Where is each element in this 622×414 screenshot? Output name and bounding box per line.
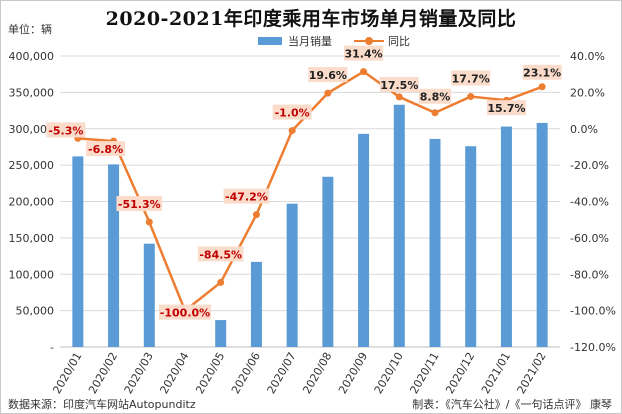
y-left-tick-label: - [50, 341, 54, 354]
data-label: -5.3% [48, 124, 83, 137]
y-right-tick-label: 20.0% [570, 86, 605, 99]
y-left-tick-label: 100,000 [9, 268, 55, 281]
legend: 当月销量 同比 [258, 33, 410, 49]
x-tick-label: 2021/02 [515, 350, 549, 396]
data-label-bg [86, 141, 126, 157]
data-label-bg [308, 67, 348, 83]
data-label-bg [418, 88, 452, 104]
bar [215, 320, 227, 347]
y-left-tick-label: 250,000 [9, 159, 55, 172]
x-tick-label: 2020/06 [229, 350, 263, 396]
bar [393, 104, 405, 348]
bar [429, 138, 441, 347]
data-label: 19.6% [309, 69, 347, 82]
x-tick-label: 2020/07 [265, 350, 299, 396]
data-label: 8.8% [420, 91, 451, 104]
data-label: 15.7% [487, 102, 525, 115]
unit-label: 单位：辆 [8, 23, 52, 36]
x-tick-label: 2020/12 [443, 350, 477, 396]
data-label: -84.5% [199, 248, 242, 261]
legend-bar-label: 当月销量 [288, 35, 332, 48]
y-left-tick-label: 400,000 [9, 50, 55, 63]
line-point [145, 218, 153, 226]
y-right-tick-label: -100.0% [570, 305, 616, 318]
data-label-bg [272, 104, 312, 120]
data-label: 17.7% [452, 73, 490, 86]
x-tick-label: 2020/08 [300, 350, 334, 396]
data-label: 23.1% [523, 67, 561, 80]
line-point [538, 83, 546, 91]
x-tick-label: 2021/01 [479, 350, 513, 396]
data-label-bg [486, 100, 526, 116]
data-label-bg [223, 188, 270, 204]
bar [465, 146, 477, 347]
legend-bar-swatch [258, 37, 282, 45]
data-label-bg [158, 304, 212, 320]
x-tick-label: 2020/05 [193, 350, 227, 396]
bar [358, 133, 370, 347]
bar [500, 126, 512, 347]
y-right-tick-label: -120.0% [570, 341, 616, 354]
data-label-bg [522, 64, 562, 80]
line-point [288, 127, 296, 135]
bar [108, 164, 120, 347]
line-point [395, 93, 403, 101]
data-label: 17.5% [380, 79, 418, 92]
data-label: -47.2% [225, 191, 268, 204]
y-right-tick-label: -20.0% [570, 159, 609, 172]
data-label-bg [197, 246, 244, 262]
data-label-bg [379, 76, 419, 92]
y-left-tick-label: 50,000 [16, 305, 55, 318]
data-label-bg [46, 122, 86, 138]
line-point [252, 211, 260, 219]
y-right-tick-label: -40.0% [570, 196, 609, 209]
data-label-bg [116, 196, 163, 212]
data-label-bg [451, 70, 491, 86]
y-right-tick-label: 0.0% [570, 123, 598, 136]
data-label-bg [344, 45, 384, 61]
y-left-tick-label: 150,000 [9, 232, 55, 245]
source-text: 数据来源：印度汽车网站Autopunditz [8, 398, 196, 411]
line-point [467, 93, 475, 101]
chart-title: 2020-2021年印度乘用车市场单月销量及同比 [105, 8, 517, 30]
legend-line-label: 同比 [388, 35, 410, 48]
data-label: -100.0% [160, 307, 210, 320]
x-tick-label: 2020/03 [122, 350, 156, 396]
x-tick-label: 2020/01 [50, 350, 84, 396]
legend-line-swatch [354, 37, 384, 45]
x-tick-label: 2020/04 [157, 350, 191, 396]
x-tick-label: 2020/11 [407, 350, 441, 396]
y-right-tick-label: 40.0% [570, 50, 605, 63]
line-point [324, 89, 332, 97]
bar [536, 122, 548, 348]
bar [286, 203, 298, 347]
x-tick-label: 2020/09 [336, 350, 370, 396]
line-point [431, 109, 439, 117]
line-point [217, 278, 225, 286]
y-right-tick-label: -60.0% [570, 232, 609, 245]
data-label: -51.3% [118, 198, 161, 211]
y-left-tick-label: 300,000 [9, 123, 55, 136]
bar [143, 243, 155, 347]
y-left-tick-label: 350,000 [9, 86, 55, 99]
bar [250, 261, 262, 347]
y-right-tick-label: -80.0% [570, 268, 609, 281]
bar [322, 176, 334, 347]
data-label: 31.4% [344, 48, 382, 61]
data-label: -1.0% [275, 107, 310, 120]
x-tick-label: 2020/02 [86, 350, 120, 396]
y-left-tick-label: 200,000 [9, 196, 55, 209]
bar [72, 156, 84, 347]
credit-text: 制表：《汽车公社》/《一句话点评》 康琴 [412, 398, 612, 411]
data-label: -6.8% [88, 143, 123, 156]
x-tick-label: 2020/10 [372, 350, 406, 396]
line-point [360, 68, 368, 76]
